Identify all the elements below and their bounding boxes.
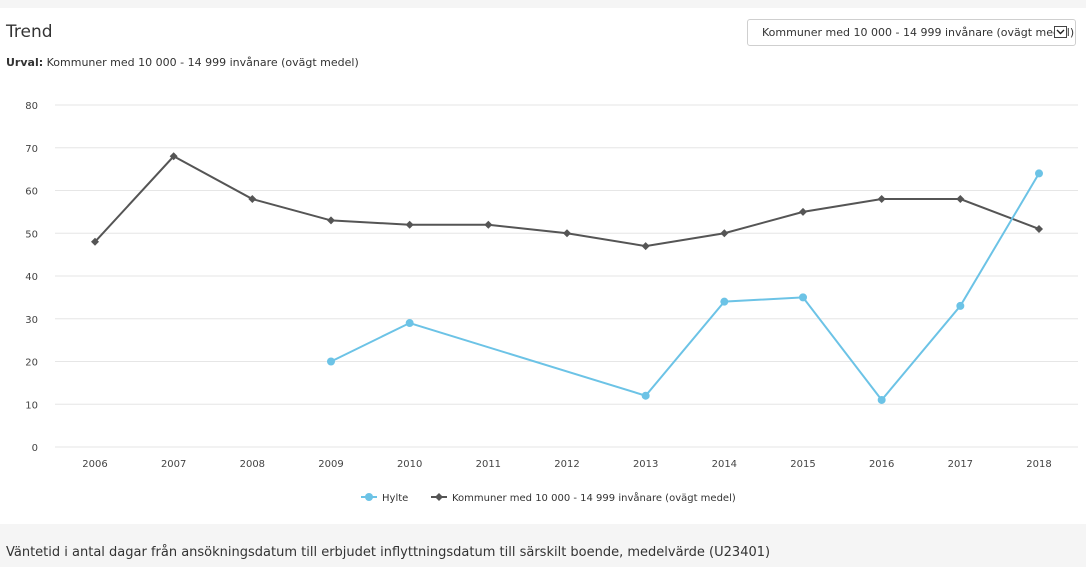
indicator-description: Väntetid i antal dagar från ansökningsda… <box>6 545 771 560</box>
y-tick-label: 80 <box>25 101 38 112</box>
data-point-hylte <box>1035 169 1043 178</box>
x-tick-label: 2016 <box>869 459 894 470</box>
x-tick-label: 2013 <box>633 459 658 470</box>
data-point-kommuner <box>91 237 99 246</box>
data-point-kommuner <box>248 195 257 204</box>
comparison-group-select-value: Kommuner med 10 000 - 14 999 invånare (o… <box>762 26 1075 39</box>
x-tick-label: 2015 <box>790 459 815 470</box>
y-tick-label: 0 <box>32 443 38 454</box>
y-tick-label: 10 <box>25 400 38 411</box>
y-tick-label: 40 <box>25 272 38 283</box>
x-tick-label: 2007 <box>161 459 186 470</box>
x-tick-label: 2006 <box>82 459 107 470</box>
comparison-group-select[interactable]: Kommuner med 10 000 - 14 999 invånare (o… <box>747 19 1076 46</box>
selection-label-prefix: Urval: <box>6 56 44 69</box>
x-tick-label: 2014 <box>712 459 737 470</box>
data-point-kommuner <box>956 195 965 204</box>
y-tick-label: 70 <box>25 144 38 155</box>
x-tick-label: 2012 <box>554 459 579 470</box>
series-line-hylte <box>330 172 1040 402</box>
legend-marker-hylte <box>365 493 373 501</box>
data-point-kommuner <box>327 216 335 225</box>
data-point-hylte <box>799 293 807 302</box>
chart-panel <box>0 8 1086 524</box>
x-tick-label: 2017 <box>948 459 973 470</box>
legend-label-hylte: Hylte <box>382 493 408 504</box>
x-tick-label: 2011 <box>476 459 501 470</box>
data-point-hylte <box>641 391 650 400</box>
trend-line-chart: 0 10 20 30 40 50 60 70 80 2006 2007 2008 2009 2010 201… <box>25 101 1078 504</box>
data-point-kommuner <box>405 220 414 229</box>
chevron-down-icon[interactable] <box>1054 26 1067 38</box>
data-point-hylte <box>956 301 965 310</box>
y-tick-label: 30 <box>25 315 38 326</box>
data-point-kommuner <box>641 242 650 251</box>
data-point-hylte <box>327 357 335 366</box>
data-point-hylte <box>877 395 886 404</box>
x-tick-label: 2018 <box>1026 459 1051 470</box>
data-point-kommuner <box>720 229 729 238</box>
y-tick-label: 60 <box>25 187 38 198</box>
data-point-kommuner <box>484 220 493 229</box>
data-point-hylte <box>720 297 729 306</box>
data-point-hylte <box>405 319 414 328</box>
y-tick-label: 20 <box>25 358 38 369</box>
y-tick-label: 50 <box>25 229 38 240</box>
x-tick-label: 2008 <box>240 459 265 470</box>
legend-label-kommuner: Kommuner med 10 000 - 14 999 invånare (o… <box>452 491 736 504</box>
data-point-kommuner <box>1035 224 1043 233</box>
data-point-kommuner <box>563 229 571 238</box>
data-point-kommuner <box>169 152 178 161</box>
data-point-kommuner <box>799 207 807 216</box>
selection-label: Urval: Kommuner med 10 000 - 14 999 invå… <box>6 56 359 69</box>
x-tick-label: 2009 <box>318 459 343 470</box>
x-tick-label: 2010 <box>397 459 422 470</box>
selection-label-value: Kommuner med 10 000 - 14 999 invånare (o… <box>46 56 359 69</box>
panel-title: Trend <box>6 22 53 42</box>
legend-marker-kommuner <box>435 493 443 501</box>
data-point-kommuner <box>877 195 886 204</box>
